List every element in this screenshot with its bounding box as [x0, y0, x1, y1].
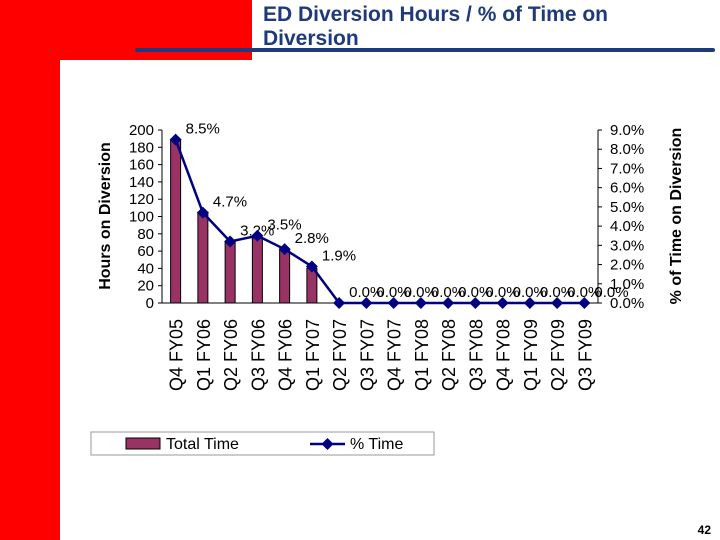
bar-q2-fy06 — [224, 241, 236, 304]
legend-label-percent-time: % Time — [350, 436, 403, 453]
right-tick-label: 9.0% — [610, 122, 644, 139]
x-tick-label: Q1 FY08 — [412, 319, 432, 391]
data-label: 0.0% — [540, 284, 574, 301]
right-tick-label: 3.0% — [610, 237, 644, 254]
x-tick-label: Q1 FY07 — [303, 319, 323, 391]
x-tick-label: Q2 FY08 — [439, 319, 459, 391]
left-tick-label: 120 — [129, 191, 154, 208]
title-rule — [135, 48, 715, 52]
left-tick-label: 100 — [129, 209, 154, 226]
left-tick-label: 0 — [146, 295, 154, 312]
right-tick-label: 1.0% — [610, 276, 644, 293]
right-tick-label: 6.0% — [610, 180, 644, 197]
x-tick-label: Q4 FY05 — [167, 319, 187, 391]
point-marker-q2-fy06 — [224, 235, 237, 248]
data-label: 0.0% — [513, 284, 547, 301]
legend-bar-swatch — [125, 437, 161, 450]
left-tick-label: 80 — [137, 226, 154, 243]
data-label: 0.0% — [431, 284, 465, 301]
data-label: 0.0% — [349, 284, 383, 301]
data-label: 1.9% — [322, 247, 356, 264]
y-axis-label-right: % of Time on Diversion — [668, 128, 685, 305]
data-label: 4.7% — [213, 194, 247, 211]
data-label: 0.0% — [594, 284, 628, 301]
red-left-band — [0, 0, 60, 540]
point-marker-q3-fy08 — [469, 297, 482, 309]
left-tick-label: 140 — [129, 174, 154, 191]
point-marker-q3-fy07 — [360, 297, 373, 309]
x-tick-label: Q2 FY07 — [330, 319, 350, 391]
right-tick-label: 5.0% — [610, 199, 644, 216]
x-tick-label: Q4 FY07 — [385, 319, 405, 391]
bar-q1-fy07 — [306, 267, 318, 304]
point-marker-q3-fy06 — [251, 229, 264, 242]
data-label: 0.0% — [485, 284, 519, 301]
point-marker-q4-fy08 — [496, 297, 509, 309]
data-label: 0.0% — [376, 284, 410, 301]
legend-box — [90, 431, 435, 456]
x-tick-label: Q4 FY06 — [276, 319, 296, 391]
x-tick-label: Q2 FY06 — [221, 319, 241, 391]
point-marker-q3-fy09 — [578, 297, 591, 309]
line-series-percent-time: 8.5%4.7%3.2%3.5%2.8%1.9%0.0%0.0%0.0%0.0%… — [169, 121, 629, 309]
right-tick-label: 7.0% — [610, 160, 644, 177]
right-tick-label: 0.0% — [610, 295, 644, 312]
bar-q4-fy05 — [170, 139, 182, 304]
legend-diamond-marker — [321, 438, 334, 450]
point-marker-q2-fy09 — [551, 297, 564, 309]
point-marker-q1-fy08 — [414, 297, 427, 309]
slide-title: ED Diversion Hours / % of Time on Divers… — [263, 3, 609, 50]
left-tick-label: 60 — [137, 243, 154, 260]
point-marker-q2-fy07 — [333, 297, 346, 309]
y-axis-label-left: Hours on Diversion — [97, 142, 114, 290]
x-tick-label: Q1 FY09 — [521, 319, 541, 391]
left-tick-label: 20 — [137, 278, 154, 295]
content-panel — [60, 60, 720, 540]
data-label: 0.0% — [404, 284, 438, 301]
data-label: 0.0% — [458, 284, 492, 301]
right-tick-label: 2.0% — [610, 257, 644, 274]
data-label: 8.5% — [186, 121, 220, 138]
bar-q3-fy06 — [251, 237, 263, 304]
x-axis-tick-labels: Q4 FY05 Q1 FY06 Q2 FY06 Q3 FY06 Q4 FY06 Q1 FY… — [167, 319, 596, 391]
point-marker-q4-fy05 — [169, 133, 182, 146]
x-tick-label: Q2 FY09 — [548, 319, 568, 391]
point-marker-q1-fy06 — [196, 206, 209, 219]
page-number: 42 — [697, 523, 711, 537]
point-marker-q1-fy07 — [305, 260, 318, 273]
point-marker-q4-fy06 — [278, 243, 291, 256]
legend-label-total-time: Total Time — [166, 436, 239, 453]
data-label: 0.0% — [567, 284, 601, 301]
left-tick-label: 200 — [129, 122, 154, 139]
data-label: 2.8% — [295, 230, 329, 247]
point-marker-q4-fy07 — [387, 297, 400, 309]
right-tick-label: 4.0% — [610, 218, 644, 235]
x-tick-label: Q3 FY09 — [575, 319, 595, 391]
x-tick-label: Q1 FY06 — [194, 319, 214, 391]
right-axis-ticks: 0.0% 1.0% 2.0% 3.0% 4.0% 5.0% 6.0% 7.0% 8.0% 9.0% — [598, 122, 644, 312]
data-label: 3.5% — [267, 217, 301, 234]
left-tick-label: 180 — [129, 139, 154, 156]
point-marker-q1-fy09 — [523, 297, 536, 309]
bar-q4-fy06 — [279, 248, 291, 304]
bar-q1-fy06 — [197, 211, 209, 304]
left-tick-label: 40 — [137, 260, 154, 277]
legend: Total Time % Time — [90, 431, 435, 456]
x-tick-label: Q3 FY08 — [466, 319, 486, 391]
x-tick-label: Q3 FY06 — [248, 319, 268, 391]
x-tick-label: Q3 FY07 — [357, 319, 377, 391]
x-tick-label: Q4 FY08 — [494, 319, 514, 391]
point-marker-q2-fy08 — [442, 297, 455, 309]
left-tick-label: 160 — [129, 157, 154, 174]
percent-time-line — [174, 139, 585, 305]
right-tick-label: 8.0% — [610, 141, 644, 158]
